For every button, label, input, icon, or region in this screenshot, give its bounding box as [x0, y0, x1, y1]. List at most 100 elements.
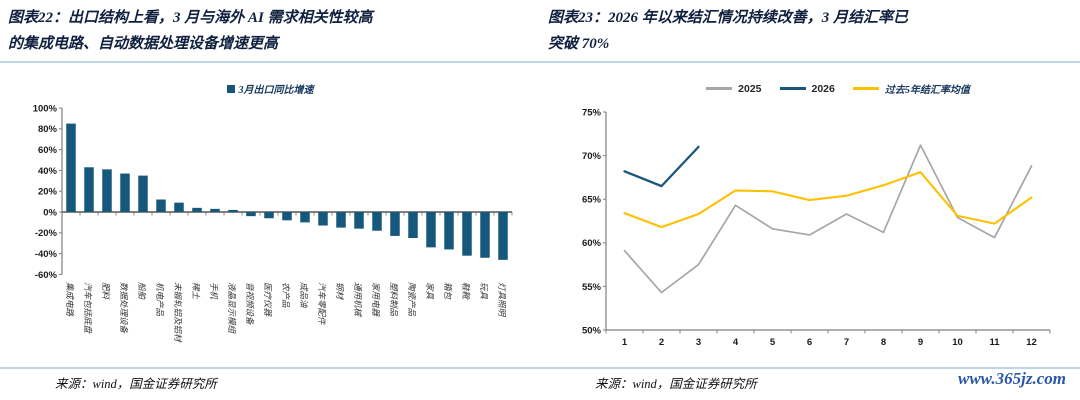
y-tick-label: 60% [582, 238, 602, 249]
category-label: 机电产品 [155, 282, 165, 317]
bar-legend-swatch [226, 84, 235, 93]
bar-成品油 [300, 212, 310, 223]
category-label: 手机 [209, 282, 219, 300]
category-label: 音视频设备 [245, 282, 255, 326]
settlement-rate-line-chart: 75%70%65%60%55%50%1 2 3 4 5 6 7 8 9 10 11 12 [582, 107, 1051, 348]
bar-机电产品 [156, 199, 166, 212]
bar-箱包 [444, 212, 454, 250]
right-figure-title: 图表23：2026 年以来结汇情况持续改善，3 月结汇率已 突破 70% [548, 5, 1063, 57]
legend-line-swatch-5yr-mean [852, 87, 879, 90]
bar-塑料制品 [390, 212, 400, 236]
category-label: 液晶显示模组 [227, 282, 237, 335]
x-tick-label: 10 [952, 337, 963, 348]
x-tick-label: 5 [770, 337, 776, 348]
legend-item-2025: 2025 [706, 82, 762, 95]
bottom-divider-line [0, 367, 1080, 369]
category-label: 医疗仪器 [263, 282, 273, 318]
bar-稀土 [192, 207, 202, 212]
left-source-note: 来源：wind，国金证券研究所 [55, 377, 217, 391]
bar-玩具 [480, 212, 490, 258]
bar-集成电路 [66, 123, 76, 212]
y-tick-label: 80% [38, 124, 58, 135]
bar-汽车零配件 [318, 212, 328, 226]
left-figure-title-line2: 的集成电路、自动数据处理设备增速更高 [8, 36, 279, 52]
y-tick-label: 50% [582, 325, 602, 336]
category-label: 稀土 [191, 282, 201, 300]
y-tick-label: -60% [35, 270, 58, 281]
bar-chart-legend: 3月出口同比增速 [20, 81, 520, 96]
bar-家具 [426, 212, 436, 248]
bar-陶瓷产品 [408, 212, 418, 238]
bar-农产品 [282, 212, 292, 221]
legend-line-swatch-2026 [779, 87, 806, 90]
category-label: 未锻轧铝及铝材 [173, 282, 183, 343]
legend-line-swatch-2025 [706, 87, 733, 90]
bar-汽车包括底盘 [84, 167, 94, 212]
legend-item-5yr-mean: 过去5年结汇率均值 [852, 81, 970, 96]
export-growth-bar-chart: 100% 80% 60% 40% 20% 0% -20% -40% -60% 集成电路 汽车包括底盘… [33, 103, 513, 343]
x-tick-label: 7 [844, 337, 849, 348]
x-tick-label: 8 [881, 337, 886, 348]
bar-肥料 [102, 169, 112, 212]
x-tick-label: 12 [1026, 337, 1037, 348]
category-label: 塑料制品 [389, 282, 399, 317]
category-label: 家用电器 [371, 282, 381, 318]
y-tick-label: 60% [38, 145, 58, 156]
series-line-过去5年结汇率均值 [623, 171, 1033, 229]
bar-数据处理设备 [120, 173, 130, 212]
x-tick-label: 3 [696, 337, 701, 348]
category-label: 汽车包括底盘 [83, 282, 93, 335]
right-figure-title-line1: 图表23：2026 年以来结汇情况持续改善，3 月结汇率已 [548, 10, 909, 26]
category-label: 船舶 [137, 282, 147, 301]
category-label: 成品油 [299, 282, 309, 309]
x-tick-label: 4 [733, 337, 739, 348]
top-divider-line [0, 61, 1080, 63]
x-tick-label: 1 [622, 337, 628, 348]
bar-鞋靴 [462, 212, 472, 256]
bar-家用电器 [372, 212, 382, 231]
y-tick-label: 40% [38, 166, 58, 177]
category-label: 通用机械 [353, 282, 363, 318]
y-tick-label: -20% [35, 228, 58, 239]
left-figure-title: 图表22：出口结构上看，3 月与海外 AI 需求相关性较高 的集成电路、自动数据… [8, 5, 523, 57]
y-tick-label: 0% [43, 207, 57, 218]
bar-钢材 [336, 212, 346, 228]
category-label: 肥料 [101, 282, 111, 300]
watermark-link[interactable]: www.365jz.com [958, 369, 1066, 388]
bar-医疗仪器 [264, 212, 274, 219]
right-source-note: 来源：wind，国金证券研究所 [595, 377, 757, 391]
left-figure-title-line1: 图表22：出口结构上看，3 月与海外 AI 需求相关性较高 [8, 10, 373, 26]
legend-item-2026: 2026 [779, 82, 835, 95]
y-tick-label: 70% [582, 151, 602, 162]
category-label: 鞋靴 [461, 282, 471, 301]
category-label: 汽车零配件 [317, 282, 327, 326]
category-label: 家具 [425, 282, 435, 300]
bar-音视频设备 [246, 212, 256, 217]
category-label: 数据处理设备 [119, 282, 129, 335]
bar-legend-label: 3月出口同比增速 [238, 85, 314, 96]
category-label: 钢材 [335, 282, 345, 301]
right-figure-title-line2: 突破 70% [548, 36, 610, 52]
y-tick-label: 55% [582, 282, 602, 293]
category-label: 玩具 [479, 282, 489, 300]
legend-label-2026: 2026 [811, 82, 835, 95]
category-label: 集成电路 [65, 282, 75, 318]
y-tick-label: -40% [35, 249, 58, 260]
legend-label-5yr-mean: 过去5年结汇率均值 [884, 85, 970, 96]
bar-船舶 [138, 175, 148, 212]
category-label: 农产品 [281, 282, 291, 308]
x-tick-label: 2 [659, 337, 664, 348]
x-tick-label: 9 [918, 337, 923, 348]
bar-通用机械 [354, 212, 364, 229]
series-line-2026 [623, 145, 700, 188]
y-tick-label: 100% [33, 103, 58, 114]
bar-手机 [210, 208, 220, 212]
bar-液晶显示模组 [228, 209, 238, 212]
legend-label-2025: 2025 [738, 82, 762, 95]
y-tick-label: 75% [582, 107, 602, 118]
category-label: 陶瓷产品 [407, 282, 417, 317]
x-tick-label: 11 [989, 337, 1000, 348]
line-chart-legend: 2025 2026 过去5年结汇率均值 [560, 81, 1070, 96]
x-tick-label: 6 [807, 337, 812, 348]
